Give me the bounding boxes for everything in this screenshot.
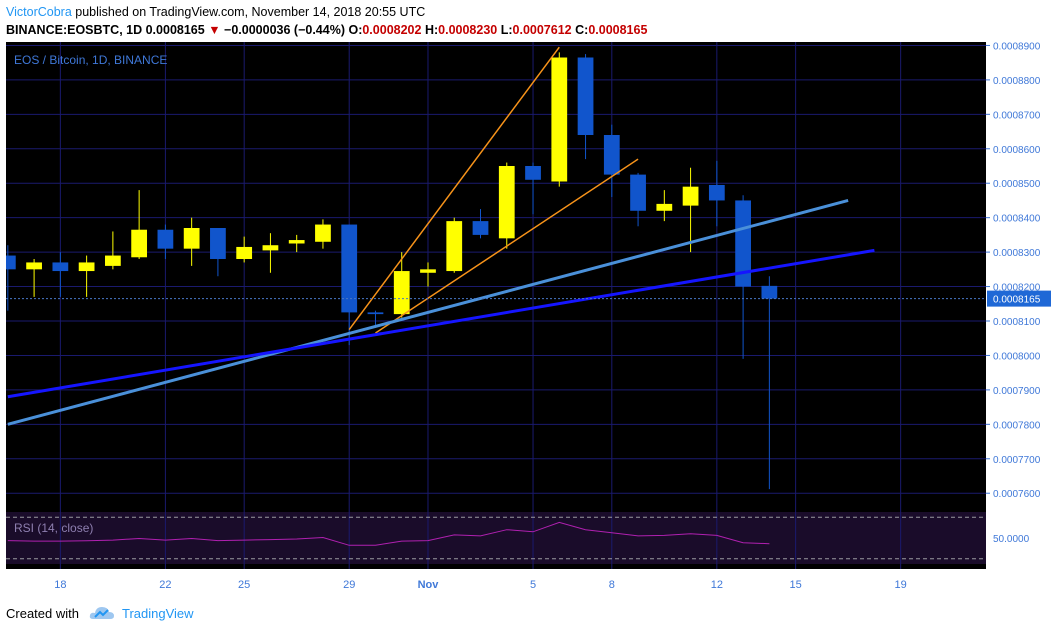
- chart-container[interactable]: 0.0007600 0.0007700 0.0007800 0.0007900 0.00…: [0, 41, 1056, 594]
- close-label: C:: [575, 23, 589, 37]
- candle-body: [446, 221, 463, 272]
- candle-body: [78, 262, 95, 272]
- time-axis[interactable]: 18 22 25 29 Nov 5 8 12 15 19: [54, 579, 907, 591]
- published-text: published on TradingView.com, November 1…: [75, 5, 426, 19]
- time-tick-label: 5: [530, 579, 536, 591]
- candles: [0, 52, 778, 490]
- price-tick-label: 0.0007900: [993, 386, 1041, 397]
- time-tick-label: 15: [789, 579, 801, 591]
- close-value: 0.0008165: [588, 23, 648, 37]
- open-value: 0.0008202: [362, 23, 422, 37]
- trendlines[interactable]: [6, 46, 986, 426]
- last-price-tag-label: 0.0008165: [993, 295, 1041, 306]
- candle-body: [104, 255, 121, 266]
- open-label: O:: [348, 23, 363, 37]
- created-with-text: Created with: [6, 606, 79, 621]
- down-arrow-icon: ▼: [208, 23, 221, 37]
- last-price: 0.0008165: [145, 23, 205, 37]
- price-change: −0.0000036 (−0.44%): [224, 23, 345, 37]
- candle-body: [367, 312, 384, 315]
- time-tick-label: Nov: [418, 579, 440, 591]
- symbol-label: BINANCE:EOSBTC, 1D: [6, 23, 143, 37]
- price-tick-label: 0.0007700: [993, 455, 1041, 466]
- candle-body: [472, 221, 489, 235]
- candle-body: [183, 228, 200, 249]
- header: VictorCobra published on TradingView.com…: [0, 0, 1059, 42]
- candle-body: [761, 285, 778, 299]
- candle-body: [630, 174, 646, 211]
- price-tick-label: 0.0007600: [993, 489, 1041, 500]
- time-tick-label: 19: [895, 579, 907, 591]
- candle-body: [682, 186, 699, 206]
- high-value: 0.0008230: [438, 23, 498, 37]
- candle-body: [420, 269, 436, 273]
- candle-body: [603, 135, 620, 175]
- candle-body: [525, 166, 541, 180]
- last-price-tag: [987, 290, 1051, 307]
- candle-body: [341, 224, 358, 313]
- candle-body: [0, 255, 16, 270]
- footer: Created with TradingView: [6, 606, 194, 623]
- time-tick-label: 22: [159, 579, 171, 591]
- time-axis-background: [6, 569, 986, 594]
- steel-trendline[interactable]: [7, 198, 849, 426]
- candle-body: [52, 262, 69, 272]
- candle-body: [262, 245, 279, 251]
- price-tick-label: 0.0008600: [993, 145, 1041, 156]
- price-tick-label: 0.0008000: [993, 351, 1041, 362]
- time-tick-label: 8: [609, 579, 615, 591]
- price-tick-label: 0.0008300: [993, 248, 1041, 259]
- candle-body: [708, 184, 725, 201]
- time-tick-label: 25: [238, 579, 250, 591]
- candle-body: [735, 200, 751, 287]
- author-link[interactable]: VictorCobra: [6, 5, 72, 19]
- high-label: H:: [424, 23, 439, 37]
- candle-body: [393, 271, 410, 315]
- candle-body: [288, 240, 305, 244]
- quote-line: BINANCE:EOSBTC, 1D 0.0008165 ▼ −0.000003…: [6, 23, 647, 37]
- rsi-line: [7, 521, 770, 546]
- price-tick-label: 0.0008900: [993, 42, 1041, 52]
- rsi-label: RSI (14, close): [14, 521, 93, 535]
- candle-body: [498, 166, 515, 239]
- time-tick-label: 29: [343, 579, 355, 591]
- price-tick-label: 0.0008400: [993, 214, 1041, 225]
- candle-body: [551, 57, 568, 182]
- candle-body: [210, 228, 226, 259]
- price-tick-label: 0.0008200: [993, 283, 1041, 294]
- publish-line: VictorCobra published on TradingView.com…: [6, 5, 425, 19]
- tradingview-brand[interactable]: TradingView: [122, 606, 194, 621]
- grid: [6, 42, 986, 569]
- candle-body: [577, 57, 594, 135]
- rsi-band: [6, 512, 986, 564]
- candle-body: [236, 246, 253, 259]
- candle-body: [315, 224, 331, 242]
- time-tick-label: 12: [711, 579, 723, 591]
- blue-trendline[interactable]: [7, 248, 875, 399]
- chart-title: EOS / Bitcoin, 1D, BINANCE: [14, 53, 167, 67]
- low-value: 0.0007612: [512, 23, 572, 37]
- time-tick-label: 18: [54, 579, 66, 591]
- price-tick-label: 0.0008100: [993, 317, 1041, 328]
- price-axis[interactable]: 0.0007600 0.0007700 0.0007800 0.0007900 0.00…: [986, 41, 1051, 545]
- tradingview-cloud-icon: [89, 606, 115, 623]
- candle-body: [157, 229, 174, 249]
- candle-body: [26, 262, 42, 270]
- candle-body: [656, 203, 673, 211]
- price-chart[interactable]: 0.0007600 0.0007700 0.0007800 0.0007900 0.00…: [0, 41, 1056, 594]
- orange-line-2[interactable]: [375, 158, 639, 334]
- price-tick-label: 0.0008700: [993, 110, 1041, 121]
- price-tick-label: 0.0008500: [993, 179, 1041, 190]
- low-label: L:: [500, 23, 513, 37]
- rsi-pane: [6, 516, 986, 560]
- candle-body: [131, 229, 148, 258]
- price-tick-label: 0.0007800: [993, 420, 1041, 431]
- chart-background: [6, 42, 986, 569]
- price-tick-label: 0.0008800: [993, 76, 1041, 87]
- rsi-level-label: 50.0000: [993, 534, 1030, 545]
- orange-line-1[interactable]: [348, 46, 560, 331]
